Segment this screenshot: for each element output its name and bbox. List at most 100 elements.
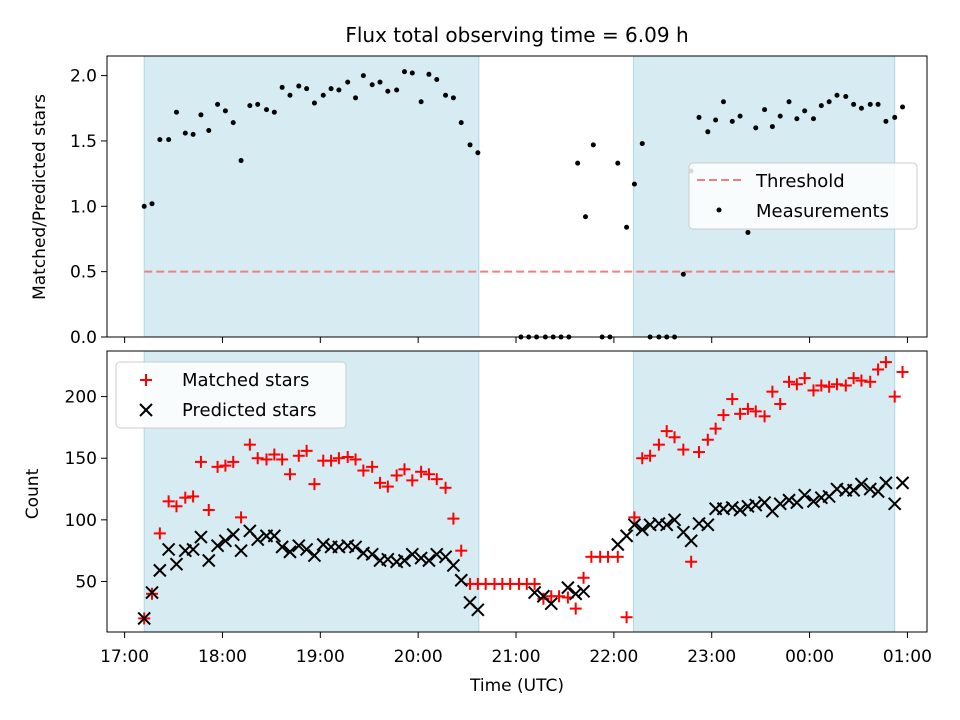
matched-star-point: [644, 449, 657, 462]
matched-star-point: [202, 503, 215, 516]
predicted-star-point: [471, 603, 485, 617]
measurement-point: [166, 137, 172, 143]
matched-star-point: [390, 469, 403, 482]
measurement-point: [467, 142, 473, 148]
measurement-point: [443, 92, 449, 98]
matched-star-point: [162, 495, 175, 508]
predicted-star-point: [725, 500, 739, 515]
predicted-star-point: [635, 522, 649, 537]
legend-predicted-label: Predicted stars: [182, 400, 316, 421]
measurement-point: [858, 105, 864, 111]
measurement-point: [409, 70, 415, 76]
matched-star-point: [528, 577, 541, 590]
measurement-point: [615, 160, 621, 166]
measurement-point: [369, 82, 375, 88]
measurement-point: [843, 94, 849, 100]
predicted-star-point: [145, 585, 159, 600]
matched-star-point: [381, 480, 394, 493]
measurement-point: [304, 86, 310, 92]
x-tick-label: 17:00: [100, 647, 149, 667]
predicted-star-point: [414, 551, 428, 565]
y-tick-label: 100: [65, 511, 97, 531]
measurement-point: [826, 99, 832, 105]
measurement-point: [818, 103, 824, 109]
matched-star-point: [283, 468, 296, 481]
measurement-point: [320, 92, 326, 98]
predicted-star-point: [137, 611, 151, 626]
measurement-point: [182, 130, 188, 136]
shaded-region-1: [143, 55, 480, 338]
predicted-star-point: [895, 476, 910, 490]
predicted-star-point: [749, 498, 763, 512]
matched-star-point: [693, 446, 706, 459]
measurement-point: [680, 271, 686, 277]
matched-star-point: [447, 512, 460, 525]
legend-measurements-label: Measurements: [756, 201, 889, 222]
measurement-point: [222, 108, 228, 114]
legend-threshold-label: Threshold: [755, 171, 845, 192]
matched-star-point: [439, 481, 452, 494]
y-tick-label: 0.5: [70, 263, 97, 283]
matched-star-point: [243, 438, 256, 451]
predicted-star-point: [422, 553, 436, 568]
y-tick-label: 50: [75, 572, 97, 592]
predicted-star-point: [405, 547, 420, 562]
matched-star-point: [830, 378, 843, 391]
measurement-point: [713, 117, 719, 123]
matched-star-point: [341, 450, 354, 463]
measurement-point: [385, 88, 391, 94]
x-axis-label: Time (UTC): [469, 676, 564, 696]
y-tick-label: 0.0: [70, 328, 97, 348]
top-y-ticks: 0.0 0.5 1.0 1.5 2.0: [70, 67, 107, 348]
matched-star-point: [569, 602, 582, 615]
predicted-star-point: [430, 547, 444, 562]
measurement-point: [769, 124, 775, 130]
measurement-point: [287, 92, 293, 98]
measurement-point: [762, 107, 768, 113]
legend-measurements-swatch: [716, 207, 722, 213]
x-tick-label: 20:00: [394, 647, 443, 667]
measurement-point: [786, 99, 792, 105]
matched-star-point: [685, 555, 698, 568]
predicted-star-point: [660, 518, 674, 532]
predicted-star-point: [307, 548, 322, 563]
matched-star-point: [170, 500, 183, 513]
measurement-point: [263, 107, 269, 113]
predicted-star-point: [316, 537, 330, 552]
measurement-point: [458, 120, 464, 126]
predicted-star-point: [544, 596, 558, 611]
x-tick-label: 23:00: [687, 647, 736, 667]
matched-star-point: [888, 390, 901, 403]
measurement-point: [753, 125, 759, 131]
measurement-point: [729, 118, 735, 124]
x-tick-label: 19:00: [296, 647, 345, 667]
matched-star-point: [807, 384, 820, 397]
matched-star-point: [660, 425, 673, 438]
measurement-point: [794, 116, 800, 122]
matched-star-point: [628, 511, 641, 524]
measurement-point: [696, 114, 702, 120]
predicted-star-point: [782, 493, 796, 507]
figure-title: Flux total observing time = 6.09 h: [345, 23, 688, 47]
matched-star-point: [847, 372, 860, 385]
measurement-point: [394, 87, 400, 93]
measurement-point: [624, 224, 630, 230]
matched-star-point: [398, 463, 411, 476]
predicted-star-point: [561, 580, 575, 595]
measurement-point: [834, 92, 840, 98]
predicted-star-point: [527, 585, 542, 600]
measurement-point: [271, 109, 277, 115]
matched-star-point: [734, 407, 747, 420]
matched-star-point: [864, 375, 877, 388]
predicted-star-point: [446, 558, 461, 573]
predicted-star-point: [863, 482, 877, 496]
matched-star-point: [415, 465, 428, 478]
matched-star-point: [701, 433, 714, 446]
matched-star-point: [300, 444, 313, 457]
measurement-point: [157, 137, 163, 143]
matched-star-point: [879, 356, 892, 369]
legend-matched-label: Matched stars: [182, 370, 309, 391]
bottom-plot-frame: [106, 350, 928, 633]
matched-star-point: [187, 490, 200, 503]
matched-star-point: [636, 452, 649, 465]
